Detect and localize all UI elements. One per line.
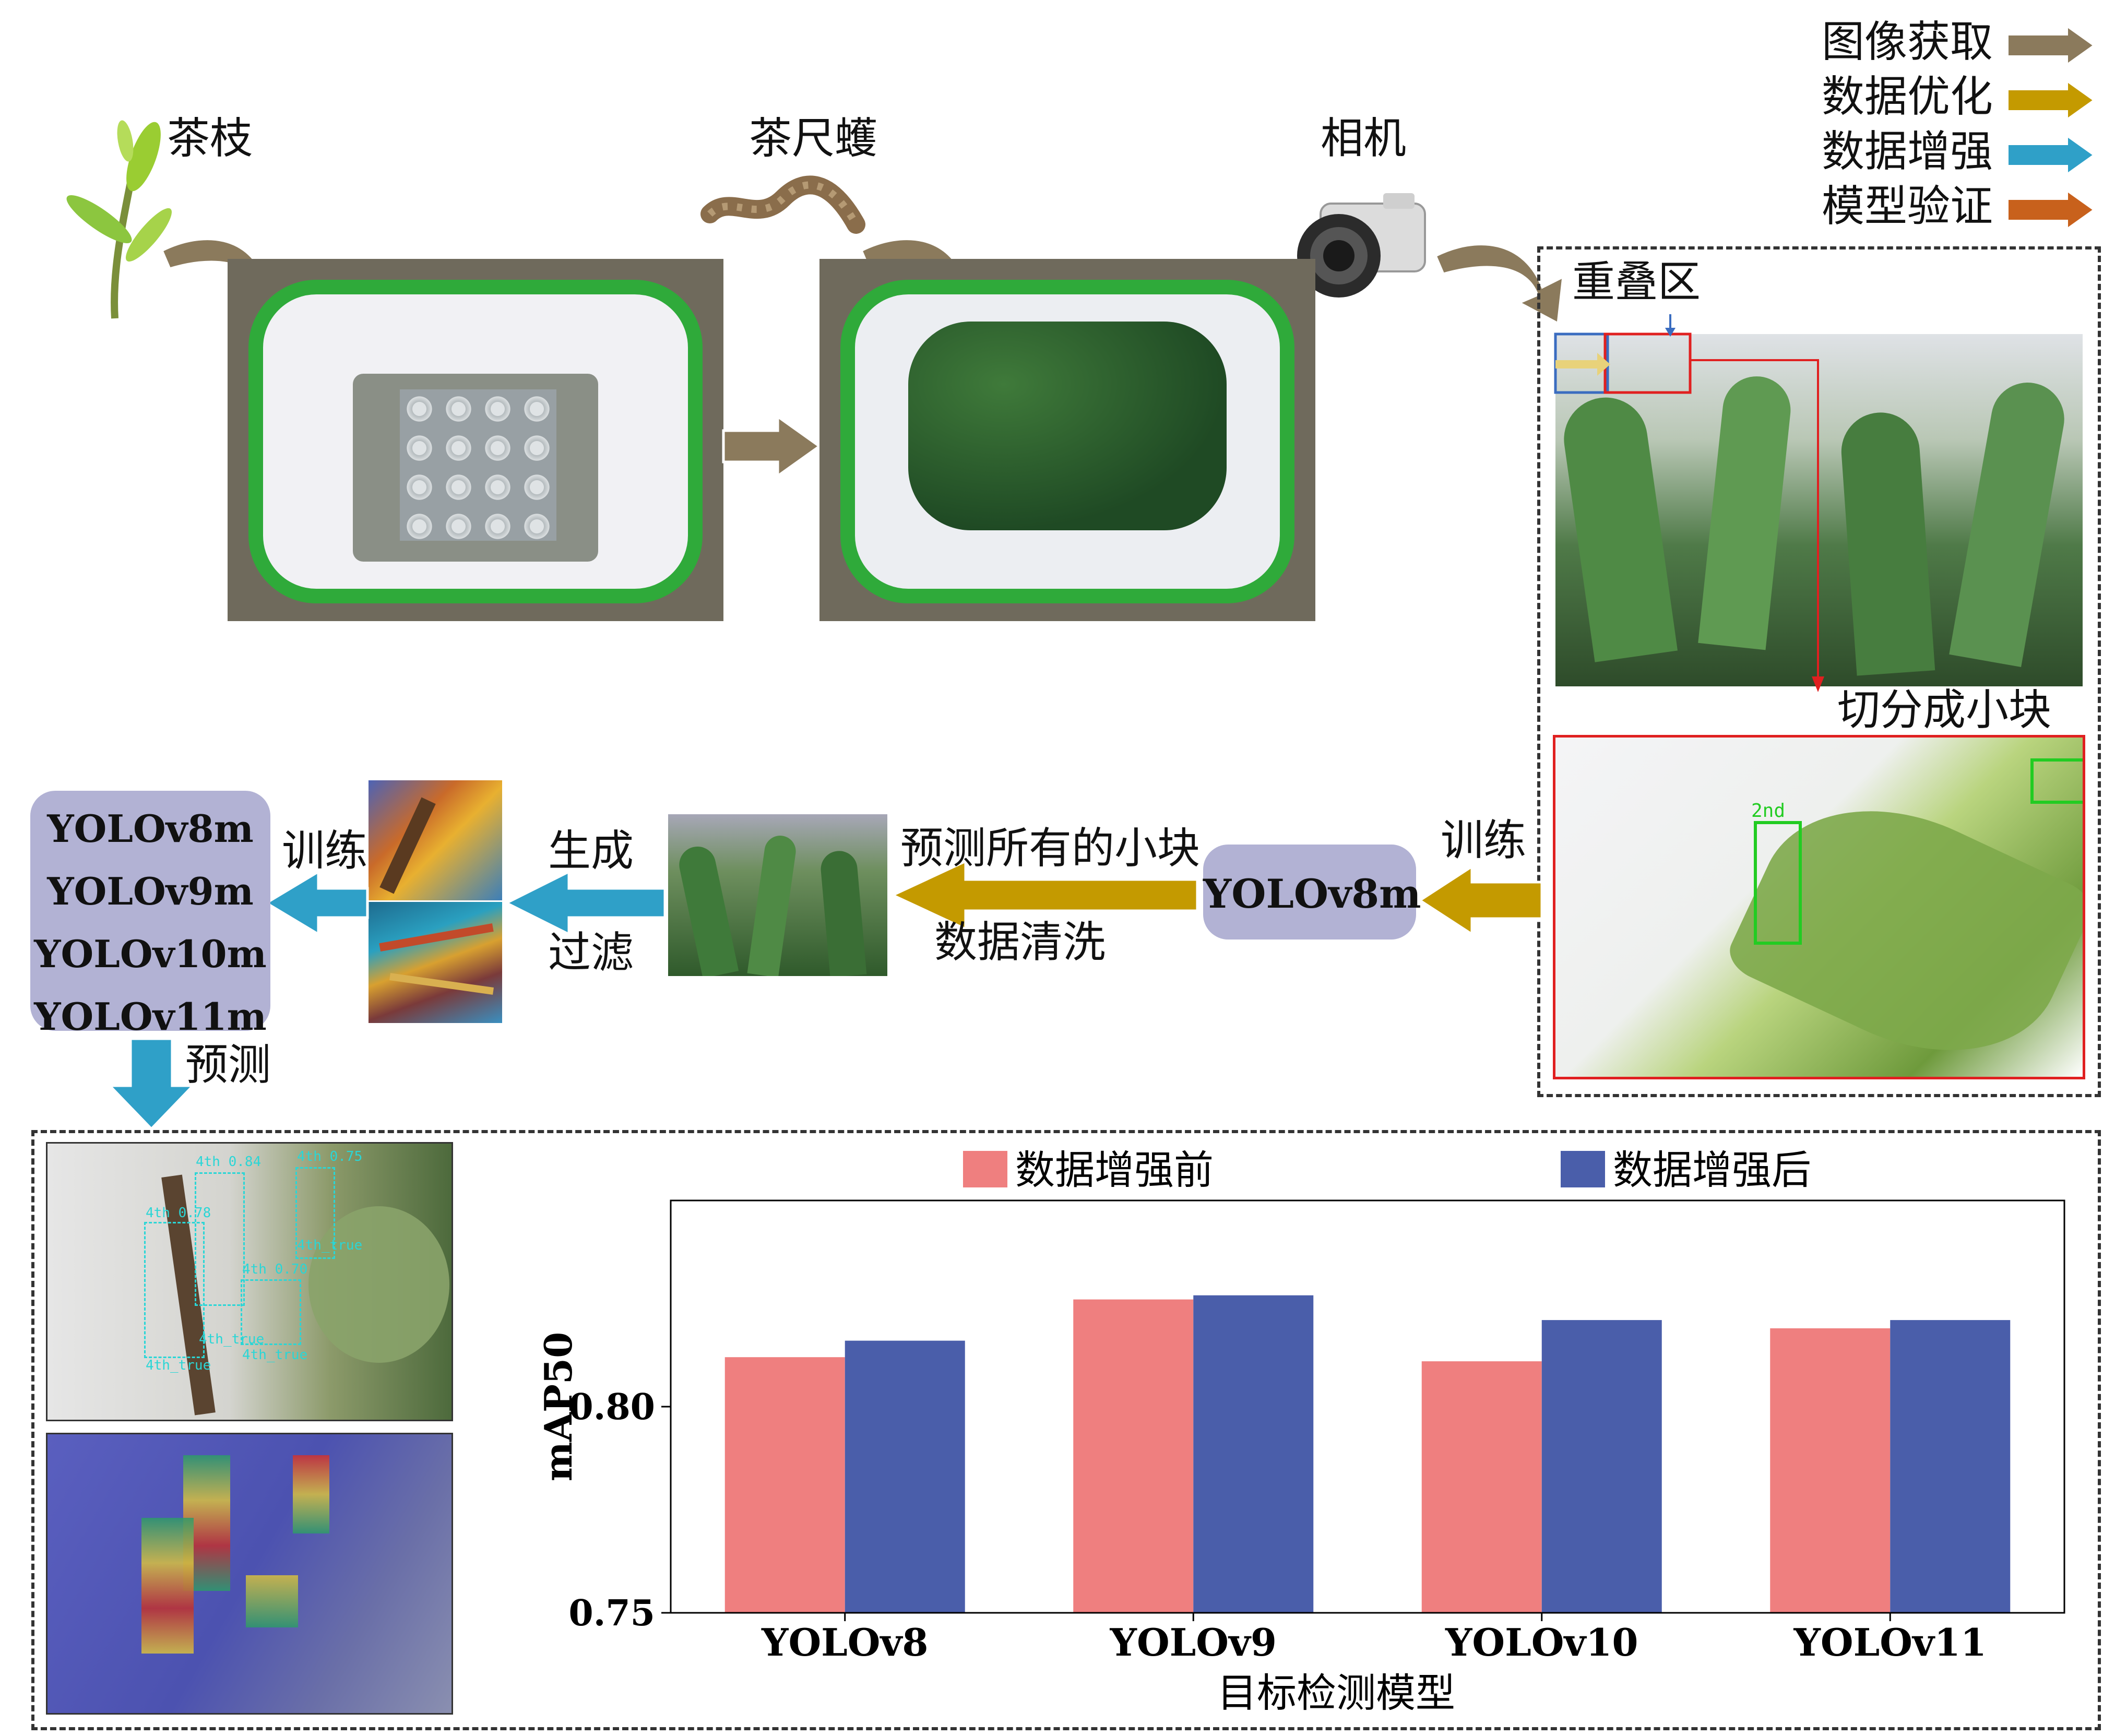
chart-axes: 0.75 0.80 YOLOv8 YOLOv9 YOLOv10 YOLOv11 目标检测模型… [536, 1199, 2065, 1716]
validation-panel [31, 1130, 2101, 1730]
chart-bars [724, 1295, 2011, 1613]
predicted-tiles-photo [668, 814, 887, 976]
x-tick-label: YOLOv9 [1110, 1620, 1277, 1664]
yolov8m-box: YOLOv8m [1203, 845, 1421, 940]
bar-yolov8-series-1 [724, 1357, 845, 1613]
bar-yolov9-series-2 [1193, 1295, 1314, 1613]
legend-swatch-2 [1561, 1151, 1605, 1187]
legend-arrow-validation [2006, 188, 2096, 231]
x-axis-title: 目标检测模型 [1217, 1670, 1455, 1716]
camera-label: 相机 [1321, 114, 1407, 163]
legend-label-1: 数据增强前 [1015, 1147, 1214, 1193]
det-label-8: 4th_true [146, 1358, 211, 1373]
generate-label: 生成 [548, 826, 634, 876]
looper-icon [700, 175, 865, 234]
map50-bar-chart: 数据增强前 数据增强后 0.75 0.80 YOLOv8 YOLOv9 YOLOv10 YO… [536, 1147, 2065, 1716]
straight-arrow-cages [722, 414, 822, 479]
arrow-train-left [264, 869, 369, 937]
det-label-6: 4th_true [199, 1331, 265, 1347]
arrow-train-right [1417, 864, 1543, 937]
det-label-1: 4th 0.84 [196, 1154, 262, 1170]
legend-arrow-augmentation [2006, 134, 2096, 176]
predict-label: 预测 [185, 1040, 271, 1090]
tea-cage-photo [819, 259, 1315, 621]
detection-result-photo: 4th 0.84 4th 0.75 4th 0.78 4th 0.70 4th_… [46, 1142, 453, 1421]
process-legend: 图像获取 数据优化 数据增强 模型验证 [1816, 10, 2109, 240]
arrow-generate [503, 869, 667, 937]
det-label-3: 4th 0.78 [146, 1205, 211, 1221]
slice-tile-photo: 2nd [1553, 735, 2085, 1079]
y-axis-title: mAP50 [536, 1332, 580, 1481]
augmented-sample-bottom [369, 902, 502, 1023]
predict-all-label: 预测所有的小块 [900, 824, 1201, 873]
bar-yolov10-series-2 [1541, 1320, 1662, 1613]
det-label-7: 4th_true [242, 1347, 308, 1363]
model-yolov8m: YOLOv8m [47, 806, 254, 851]
overlap-label: 重叠区 [1572, 257, 1701, 307]
chart-legend: 数据增强前 数据增强后 [963, 1147, 1811, 1193]
legend-label-optimization: 数据优化 [1822, 72, 1993, 122]
legend-swatch-1 [963, 1151, 1007, 1187]
x-tick-label: YOLOv11 [1793, 1620, 1987, 1664]
model-yolov11m: YOLOv11m [34, 994, 267, 1039]
train-label-left: 训练 [282, 826, 368, 876]
clean-label: 数据清洗 [934, 918, 1106, 967]
det-label-4: 4th 0.70 [242, 1262, 308, 1277]
filter-label: 过滤 [548, 928, 634, 978]
bar-yolov8-series-2 [845, 1340, 965, 1613]
heatmap-photo [46, 1433, 453, 1715]
slice-label: 切分成小块 [1837, 685, 2052, 735]
tea-branch-label: 茶枝 [167, 114, 253, 163]
tiling-panel [1537, 246, 2101, 1097]
arrow-predict-down [106, 1037, 196, 1131]
x-tick-label: YOLOv8 [761, 1620, 928, 1664]
camera-icon [1297, 193, 1426, 298]
legend-arrow-optimization [2006, 79, 2096, 122]
tiling-overlay [1554, 314, 1824, 692]
y-tick-label: 0.75 [568, 1592, 655, 1634]
bar-yolov9-series-1 [1073, 1299, 1194, 1613]
model-list-box: YOLOv8m YOLOv9m YOLOv10m YOLOv11m [30, 791, 270, 1039]
model-yolov9m: YOLOv9m [47, 869, 254, 913]
augmented-sample-top [369, 780, 502, 900]
det-label-2: 4th 0.75 [297, 1149, 363, 1164]
bar-yolov10-series-1 [1421, 1361, 1542, 1613]
tea-branch-icon [66, 120, 172, 319]
legend-label-augmentation: 数据增强 [1822, 127, 1993, 176]
bar-yolov11-series-2 [1890, 1320, 2011, 1613]
crop-detection-label: 2nd [1751, 800, 1786, 822]
x-tick-label: YOLOv10 [1445, 1620, 1638, 1664]
yolov8m-label: YOLOv8m [1203, 871, 1421, 917]
legend-arrow-acquisition [2006, 24, 2096, 67]
arrow-predict-all [889, 859, 1199, 931]
bar-yolov11-series-1 [1770, 1328, 1891, 1613]
curved-arrow-camera [1433, 243, 1565, 326]
legend-label-2: 数据增强后 [1613, 1147, 1811, 1193]
train-label-right: 训练 [1441, 816, 1527, 865]
y-tick-label: 0.80 [568, 1386, 655, 1428]
model-yolov10m: YOLOv10m [34, 932, 267, 976]
looper-label: 茶尺蠖 [749, 114, 878, 163]
legend-label-validation: 模型验证 [1822, 182, 1993, 231]
det-label-5: 4th_true [297, 1238, 363, 1253]
empty-cage-photo [228, 259, 723, 621]
legend-label-acquisition: 图像获取 [1822, 17, 1993, 67]
